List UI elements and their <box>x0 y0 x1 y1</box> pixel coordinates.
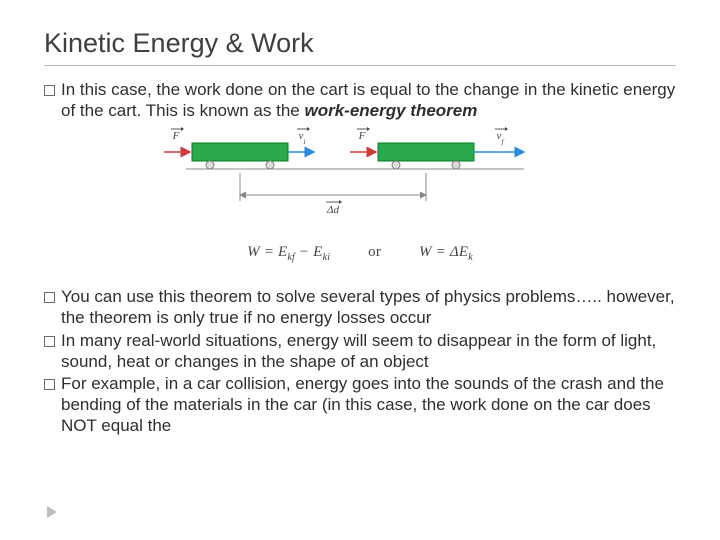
eq-sub-ki: ki <box>323 252 331 263</box>
eq-lhs: W = E <box>247 244 287 260</box>
eq-or: or <box>368 244 381 260</box>
svg-text:Δd: Δd <box>326 204 339 216</box>
bullet-4: For example, in a car collision, energy … <box>44 374 676 436</box>
bullet-2-text: You can use this theorem to solve severa… <box>61 287 676 328</box>
bullet-1: In this case, the work done on the cart … <box>44 80 676 121</box>
bullet-marker <box>44 379 55 390</box>
svg-text:F: F <box>358 130 366 142</box>
svg-text:vf: vf <box>496 130 505 146</box>
eq-sub-kf: kf <box>287 252 295 263</box>
bullet-4-text: For example, in a car collision, energy … <box>61 374 676 436</box>
eq-mid: − E <box>295 244 323 260</box>
svg-text:F: F <box>172 130 180 142</box>
bullet-1-part-b: work-energy theorem <box>304 101 477 120</box>
cart-diagram: Fvi Fvf Δd <box>44 125 676 230</box>
bullet-marker <box>44 336 55 347</box>
eq-rhs: W = ΔE <box>419 244 468 260</box>
page-title: Kinetic Energy & Work <box>44 28 676 66</box>
svg-text:vi: vi <box>298 130 305 146</box>
eq-sub-k: k <box>468 252 473 263</box>
bullet-3-text: In many real-world situations, energy wi… <box>61 331 676 372</box>
bullet-2: You can use this theorem to solve severa… <box>44 287 676 328</box>
bullet-1-text: In this case, the work done on the cart … <box>61 80 676 121</box>
bullet-marker <box>44 292 55 303</box>
bullet-3: In many real-world situations, energy wi… <box>44 331 676 372</box>
cart-diagram-svg: Fvi Fvf Δd <box>160 125 560 225</box>
pager-icon <box>44 504 60 520</box>
bullet-marker <box>44 85 55 96</box>
equation: W = Ekf − Eki or W = ΔEk <box>44 244 676 263</box>
